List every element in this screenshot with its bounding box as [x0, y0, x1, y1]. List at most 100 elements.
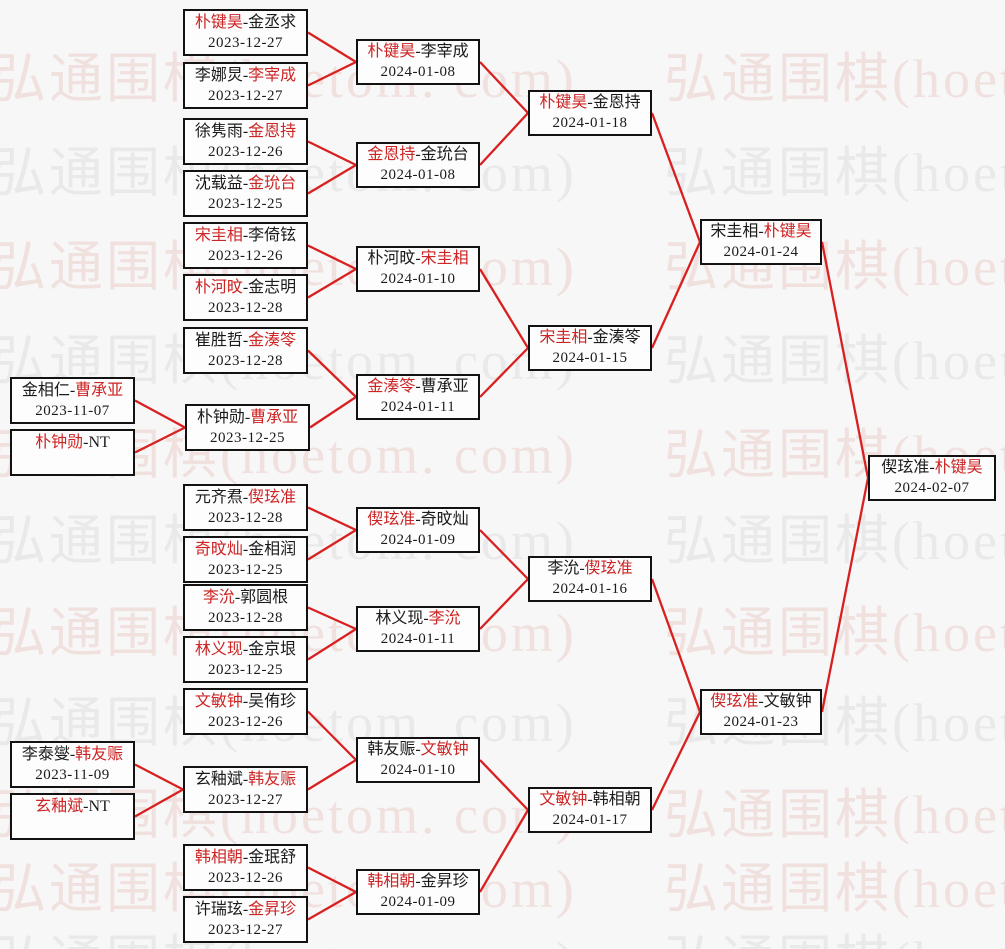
- match-players: 朴键昊-李宰成: [367, 41, 468, 62]
- player-left: 韩相朝: [367, 873, 416, 890]
- match-box-qf2: 宋圭相-金湊笭 2024-01-15: [528, 325, 652, 371]
- player-right: 奇旼灿: [420, 511, 469, 528]
- connector-line: [307, 891, 357, 921]
- player-right: 曹承亚: [250, 408, 299, 426]
- match-players: 林义现-金京垠: [195, 639, 296, 660]
- players-separator: -: [929, 459, 935, 476]
- player-left: 韩友赈: [367, 741, 416, 758]
- connector-line: [307, 628, 357, 661]
- match-players: 朴河旼-金志明: [195, 277, 296, 298]
- player-right: 韩友赈: [75, 745, 124, 763]
- match-players: 朴键昊-金恩持: [539, 92, 640, 113]
- player-right: 文敏钟: [420, 741, 469, 758]
- players-separator: -: [415, 43, 421, 60]
- connector-line: [307, 606, 357, 631]
- player-right: 吴侑珍: [248, 692, 297, 710]
- match-box-r1_3: 徐隽雨-金恩持 2023-12-26: [183, 118, 308, 165]
- player-right: 文敏钟: [763, 693, 812, 710]
- match-date: 2023-11-09: [35, 766, 110, 783]
- connector-line: [307, 268, 357, 299]
- connector-line: [650, 241, 702, 349]
- match-players: 李泰燮-韩友赈: [22, 744, 123, 765]
- connector-line: [307, 60, 357, 87]
- player-right: NT: [88, 797, 110, 815]
- player-right: 金玧台: [420, 146, 469, 163]
- player-left: 许瑞玹: [194, 900, 243, 918]
- match-box-r1_4: 沈载益-金玧台 2023-12-25: [183, 170, 308, 217]
- match-players: 朴河旼-宋圭相: [367, 248, 468, 269]
- match-date: 2023-12-28: [208, 509, 283, 526]
- match-players: 韩友赈-文敏钟: [367, 739, 468, 760]
- connector-line: [134, 426, 186, 454]
- match-box-r1_1: 朴键昊-金丞求 2023-12-27: [183, 9, 308, 56]
- match-players: 偰玹准-奇旼灿: [367, 509, 468, 530]
- player-left: 朴键昊: [367, 43, 416, 60]
- match-players: 徐隽雨-金恩持: [195, 121, 296, 142]
- player-right: 金志明: [248, 278, 297, 296]
- connector-line: [307, 164, 357, 195]
- player-right: 李宰成: [420, 43, 469, 60]
- match-box-sf1: 宋圭相-朴键昊 2024-01-24: [700, 219, 822, 265]
- players-separator: -: [242, 900, 249, 918]
- match-date: 2024-01-15: [552, 350, 628, 366]
- player-left: 林义现: [375, 610, 424, 627]
- match-players: 宋圭相-李倚铉: [195, 225, 296, 246]
- player-right: 金湊笭: [248, 331, 297, 349]
- player-left: 韩相朝: [194, 848, 243, 866]
- watermark-text: 弘通围棋(hoetom. com): [664, 859, 1005, 919]
- player-left: 朴河旼: [194, 278, 243, 296]
- connector-line: [479, 347, 529, 398]
- match-box-r1_7: 崔胜哲-金湊笭 2023-12-28: [183, 327, 308, 374]
- match-players: 沈载益-金玧台: [195, 173, 296, 194]
- match-date: 2023-12-27: [208, 34, 283, 51]
- match-players: 朴钟勋-曹承亚: [197, 407, 298, 428]
- players-separator: -: [234, 588, 241, 606]
- connector-line: [479, 112, 529, 166]
- player-right: 朴键昊: [763, 223, 812, 240]
- match-players: 韩相朝-金昇珍: [367, 871, 468, 892]
- match-box-r2_7: 韩友赈-文敏钟 2024-01-10: [356, 737, 480, 783]
- players-separator: -: [587, 329, 593, 346]
- match-date: 2023-12-25: [208, 561, 283, 578]
- player-left: 奇旼灿: [194, 540, 243, 558]
- match-box-r2_2: 金恩持-金玧台 2024-01-08: [356, 142, 480, 188]
- match-date: 2023-12-26: [208, 713, 283, 730]
- player-right: NT: [88, 433, 110, 451]
- players-separator: -: [758, 223, 764, 240]
- player-right: 李宰成: [248, 66, 297, 84]
- match-players: 金相仁-曹承亚: [22, 380, 123, 401]
- player-right: 朴键昊: [934, 459, 983, 476]
- connector-line: [134, 399, 186, 429]
- match-box-r1_11: 李沇-郭圆根 2023-12-28: [183, 584, 308, 631]
- connector-line: [307, 140, 357, 167]
- players-separator: -: [69, 745, 76, 763]
- connector-line: [307, 759, 357, 791]
- connector-line: [650, 711, 702, 811]
- match-date: 2024-01-08: [380, 64, 456, 80]
- match-date: 2024-01-09: [380, 532, 456, 548]
- match-box-r1_10: 奇旼灿-金相润 2023-12-25: [183, 536, 308, 583]
- player-left: 金恩持: [367, 146, 416, 163]
- match-box-r1_13: 文敏钟-吴侑珍 2023-12-26: [183, 688, 308, 735]
- match-players: 李沇-偰玹准: [547, 558, 632, 579]
- match-players: 李沇-郭圆根: [203, 587, 288, 608]
- match-box-sf2: 偰玹准-文敏钟 2024-01-23: [700, 689, 822, 735]
- player-right: 宋圭相: [420, 250, 469, 267]
- match-box-r1_8: 朴钟勋-曹承亚 2023-12-25: [185, 404, 310, 451]
- players-separator: -: [83, 797, 89, 815]
- player-left: 金湊笭: [367, 378, 416, 395]
- players-separator: -: [242, 66, 249, 84]
- player-left: 沈载益: [194, 174, 243, 192]
- players-separator: -: [242, 692, 249, 710]
- match-date: 2024-01-11: [380, 399, 456, 415]
- player-left: 朴键昊: [194, 13, 243, 31]
- players-separator: -: [579, 560, 585, 577]
- players-separator: -: [242, 13, 249, 31]
- connector-line: [307, 866, 357, 894]
- match-date: 2023-12-26: [208, 247, 283, 264]
- player-right: 李倚铉: [248, 226, 297, 244]
- connector-line: [307, 529, 357, 561]
- player-right: 韩友赈: [248, 770, 297, 788]
